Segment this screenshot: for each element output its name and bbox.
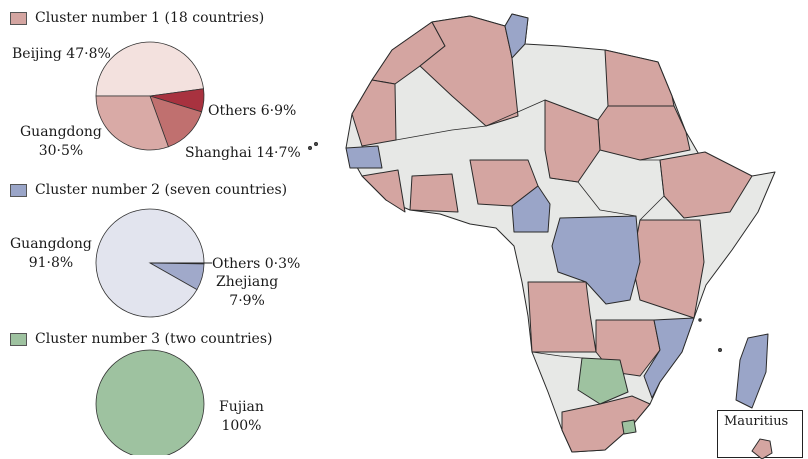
cluster-1-swatch [10, 11, 27, 25]
pie1-label-guangdong: Guangdong 30·5% [20, 124, 102, 159]
island-cape-verde [308, 146, 312, 150]
border-south [531, 351, 583, 359]
cluster-3-swatch [10, 332, 27, 346]
border-sahel [395, 99, 546, 141]
country-cameroon [511, 185, 551, 233]
border-horn [639, 159, 665, 221]
island-comoros [718, 348, 722, 352]
country-west-coast [361, 169, 406, 213]
pie1-label-shanghai: Shanghai 14·7% [185, 145, 301, 161]
country-angola [527, 281, 597, 353]
country-tunisia [504, 13, 529, 59]
pie3-label-fujian: Fujian 100% [219, 399, 264, 434]
country-mozambique [643, 317, 695, 399]
country-sudan [597, 105, 691, 161]
country-mauritania [351, 79, 397, 147]
pie2-label-guangdong: Guangdong 91·8% [10, 236, 92, 271]
pie1-slice-shanghai [149, 95, 203, 148]
pie1-slice-beijing [95, 41, 204, 97]
island-cape-verde-2 [314, 142, 318, 146]
pie1-label-others: Others 6·9% [208, 103, 297, 119]
country-botswana [577, 357, 629, 405]
legend-cluster-3-label: Cluster number 3 (two countries) [35, 331, 273, 347]
pie1-label-beijing: Beijing 47·8% [12, 46, 111, 62]
country-egypt [604, 49, 675, 107]
country-senegal [345, 145, 383, 169]
pie3-slice-fujian [95, 349, 205, 455]
country-drc [551, 215, 641, 305]
border-central [549, 177, 637, 217]
country-ghana-region [409, 173, 459, 213]
africa-map [308, 13, 776, 453]
mauritius-inset: Mauritius [717, 410, 803, 459]
mauritius-label: Mauritius [724, 414, 789, 429]
country-madagascar [735, 333, 769, 409]
legend-cluster-1: Cluster number 1 (18 countries) [10, 10, 264, 26]
country-lesotho [621, 419, 637, 435]
cluster-2-swatch [10, 183, 27, 197]
island-seychelles [698, 318, 702, 322]
pie1-slice-guangdong [95, 95, 169, 151]
mauritius-shape [751, 438, 773, 459]
mauritius-map [751, 438, 773, 459]
country-algeria [419, 15, 519, 127]
legend-cluster-2: Cluster number 2 (seven countries) [10, 182, 287, 198]
legend-cluster-1-label: Cluster number 1 (18 countries) [35, 10, 265, 26]
pie2-label-others: Others 0·3% [212, 256, 301, 272]
pie-charts [95, 41, 205, 455]
legend-cluster-2-label: Cluster number 2 (seven countries) [35, 182, 288, 198]
pie2-label-zhejiang: Zhejiang 7·9% [216, 274, 279, 309]
legend-cluster-3: Cluster number 3 (two countries) [10, 331, 272, 347]
